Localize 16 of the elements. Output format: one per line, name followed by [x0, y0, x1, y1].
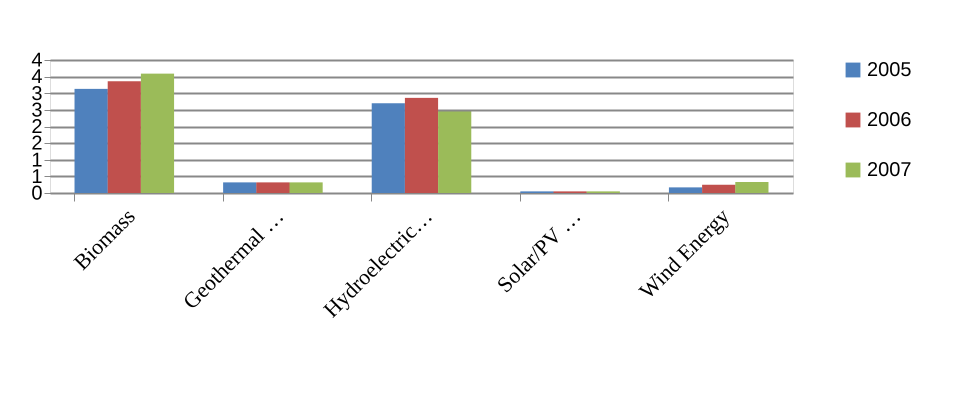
bar — [108, 81, 141, 193]
legend-label: 2007 — [867, 159, 912, 181]
legend-label: 2005 — [867, 59, 912, 81]
legend-label: 2006 — [867, 109, 912, 131]
bar — [702, 184, 736, 193]
bar — [668, 187, 702, 193]
bar — [223, 182, 256, 193]
y-tick-label: 0 — [31, 182, 42, 204]
bar — [74, 88, 108, 193]
bar — [289, 182, 323, 193]
bar — [735, 182, 768, 193]
bar — [438, 112, 472, 193]
bar — [404, 98, 438, 193]
bar — [372, 103, 405, 193]
bar — [256, 182, 290, 193]
bar — [140, 74, 174, 193]
